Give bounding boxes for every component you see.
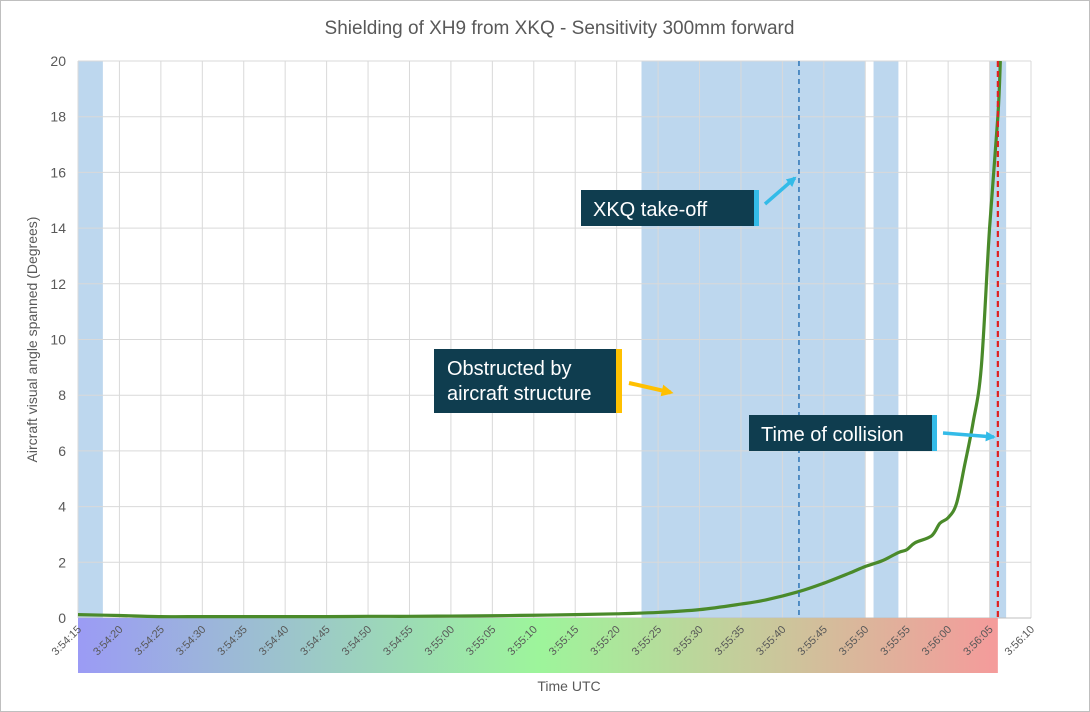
annotation-2: Time of collision bbox=[749, 415, 996, 451]
annotation-accent-0 bbox=[754, 190, 759, 226]
x-axis-label: Time UTC bbox=[537, 678, 600, 694]
annotation-0: XKQ take-off bbox=[581, 176, 797, 226]
y-tick-label-7: 14 bbox=[50, 220, 66, 236]
y-tick-label-3: 6 bbox=[58, 443, 66, 459]
y-tick-label-0: 0 bbox=[58, 610, 66, 626]
y-tick-label-5: 10 bbox=[50, 332, 66, 348]
y-tick-label-10: 20 bbox=[50, 53, 66, 69]
annotation-box-0 bbox=[581, 190, 759, 226]
annotation-text-2: Time of collision bbox=[761, 424, 904, 446]
y-tick-label-6: 12 bbox=[50, 276, 66, 292]
annotation-text-1: Obstructed by aircraft structure bbox=[447, 358, 591, 405]
x-tick-label-23: 3:56:10 bbox=[1003, 624, 1037, 658]
y-axis-label: Aircraft visual angle spanned (Degrees) bbox=[24, 217, 40, 463]
annotation-box-2 bbox=[749, 415, 937, 451]
annotation-text-0: XKQ take-off bbox=[593, 199, 708, 221]
y-tick-label-4: 8 bbox=[58, 387, 66, 403]
annotation-accent-2 bbox=[932, 415, 937, 451]
annotation-1: Obstructed by aircraft structure bbox=[434, 349, 674, 413]
annotation-accent-1 bbox=[616, 349, 622, 413]
annotation-arrow-1 bbox=[628, 381, 674, 397]
time-gradient-band bbox=[78, 618, 998, 673]
y-tick-label-1: 2 bbox=[58, 554, 66, 570]
y-tick-label-8: 16 bbox=[50, 164, 66, 180]
chart-title: Shielding of XH9 from XKQ - Sensitivity … bbox=[325, 18, 795, 39]
annotation-box-1 bbox=[434, 349, 622, 413]
y-tick-label-9: 18 bbox=[50, 109, 66, 125]
y-tick-label-2: 4 bbox=[58, 499, 66, 515]
annotation-arrow-2 bbox=[942, 431, 996, 442]
annotation-arrow-0 bbox=[763, 176, 797, 206]
